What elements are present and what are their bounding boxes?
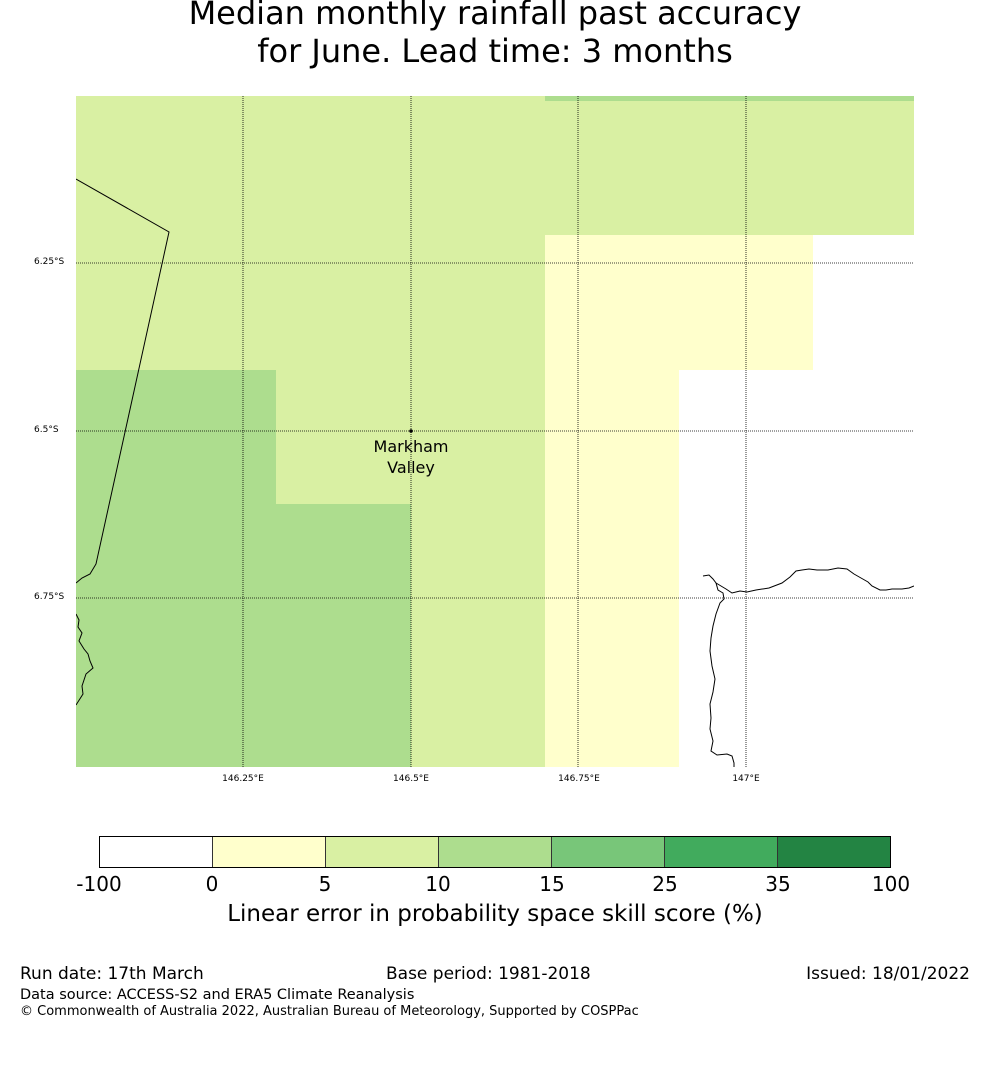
lat-tick-label: 6.75°S bbox=[34, 592, 65, 602]
colorbar-tick-label: 5 bbox=[318, 872, 332, 896]
colorbar-label: Linear error in probability space skill … bbox=[227, 901, 763, 927]
skill-grid-cells bbox=[76, 96, 914, 767]
colorbar-tick-label: 0 bbox=[205, 872, 219, 896]
lon-tick-label: 146.75°E bbox=[558, 774, 600, 784]
run-date: Run date: 17th March bbox=[20, 964, 204, 984]
skill-score-map bbox=[76, 96, 914, 767]
place-name-line-2: Valley bbox=[387, 458, 435, 477]
location-marker bbox=[409, 429, 413, 433]
grid-cell-green-strip bbox=[545, 96, 914, 101]
lon-tick-label: 146.25°E bbox=[222, 774, 264, 784]
lat-tick-label: 6.5°S bbox=[34, 425, 59, 435]
colorbar-tick-label: 15 bbox=[539, 872, 565, 896]
colorbar-tick-label: 25 bbox=[652, 872, 678, 896]
graticule bbox=[76, 96, 914, 767]
place-label-markham-valley: Markham Valley bbox=[374, 436, 449, 478]
title-line-1: Median monthly rainfall past accuracy bbox=[188, 0, 802, 32]
coastline bbox=[702, 574, 735, 767]
issued-date: Issued: 18/01/2022 bbox=[806, 964, 970, 984]
coastline bbox=[715, 567, 914, 594]
colorbar-segment bbox=[100, 837, 213, 867]
boundaries bbox=[76, 178, 914, 767]
grid-cell-yellow bbox=[545, 370, 679, 767]
colorbar-segment bbox=[665, 837, 778, 867]
coastline bbox=[76, 613, 94, 706]
grid-cell-yellow bbox=[545, 235, 813, 370]
colorbar-tick-label: 10 bbox=[425, 872, 451, 896]
colorbar-segment bbox=[778, 837, 890, 867]
lon-tick-label: 147°E bbox=[732, 774, 760, 784]
grid-cell-green bbox=[76, 370, 276, 767]
grid-cell-white bbox=[813, 235, 914, 370]
colorbar-tick-label: 100 bbox=[871, 872, 911, 896]
colorbar-tick-label: 35 bbox=[765, 872, 791, 896]
colorbar-segment bbox=[326, 837, 439, 867]
map-title: Median monthly rainfall past accuracy fo… bbox=[0, 0, 990, 70]
lon-tick-label: 146.5°E bbox=[393, 774, 429, 784]
colorbar-segment bbox=[552, 837, 665, 867]
markham-valley-marker bbox=[409, 429, 413, 433]
boundary-line bbox=[76, 178, 170, 584]
colorbar bbox=[99, 836, 891, 868]
data-source: Data source: ACCESS-S2 and ERA5 Climate … bbox=[20, 987, 415, 1003]
colorbar-segment bbox=[439, 837, 552, 867]
colorbar-tick-label: -100 bbox=[76, 872, 122, 896]
colorbar-segment bbox=[213, 837, 326, 867]
grid-cell-white bbox=[679, 370, 914, 767]
lat-tick-label: 6.25°S bbox=[34, 257, 65, 267]
copyright-notice: © Commonwealth of Australia 2022, Austra… bbox=[20, 1004, 639, 1019]
title-line-2: for June. Lead time: 3 months bbox=[257, 32, 733, 70]
base-period: Base period: 1981-2018 bbox=[386, 964, 591, 984]
place-name-line-1: Markham bbox=[373, 437, 449, 456]
grid-cell-green bbox=[276, 504, 411, 767]
